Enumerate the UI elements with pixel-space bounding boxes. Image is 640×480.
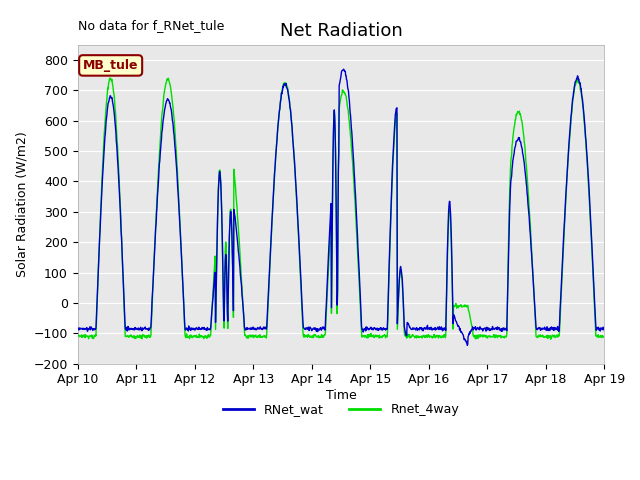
Text: No data for f_RNet_tule: No data for f_RNet_tule xyxy=(77,19,224,32)
Legend: RNet_wat, Rnet_4way: RNet_wat, Rnet_4way xyxy=(218,398,464,421)
Title: Net Radiation: Net Radiation xyxy=(280,22,403,40)
Text: MB_tule: MB_tule xyxy=(83,59,138,72)
Y-axis label: Solar Radiation (W/m2): Solar Radiation (W/m2) xyxy=(15,131,28,277)
X-axis label: Time: Time xyxy=(326,389,356,402)
